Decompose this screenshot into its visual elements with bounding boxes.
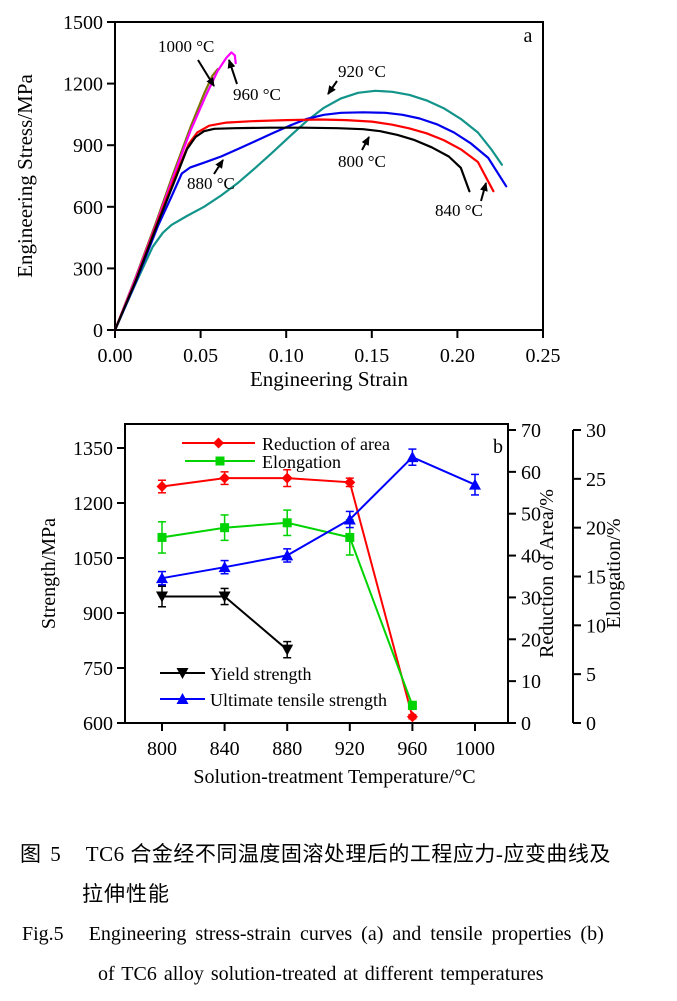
svg-text:30: 30 [586, 420, 606, 442]
svg-text:1050: 1050 [73, 548, 113, 570]
caption-zh-text: TC6 合金经不同温度固溶处理后的工程应力-应变曲线及 [85, 842, 611, 866]
curve-880C [113, 111, 508, 332]
svg-text:40: 40 [521, 546, 541, 568]
svg-text:0: 0 [521, 713, 531, 735]
svg-text:300: 300 [73, 258, 103, 280]
chart-b-xlabel: Solution-treatment Temperature/°C [193, 766, 475, 788]
curve-920C [113, 89, 503, 332]
svg-text:25: 25 [586, 469, 606, 491]
svg-text:880: 880 [272, 738, 302, 760]
svg-text:5: 5 [586, 664, 596, 686]
svg-text:a: a [524, 25, 533, 47]
caption-zh-line2: 拉伸性能 [82, 882, 170, 906]
svg-text:840: 840 [210, 738, 240, 760]
svg-text:0.00: 0.00 [98, 345, 133, 367]
legend-label: Reduction of area [262, 434, 390, 454]
svg-text:920: 920 [335, 738, 365, 760]
svg-text:900: 900 [83, 603, 113, 625]
svg-text:960: 960 [397, 738, 427, 760]
svg-text:0.20: 0.20 [440, 345, 475, 367]
svg-text:1000 °C: 1000 °C [158, 37, 214, 56]
legend-label: Elongation [262, 452, 341, 472]
caption-zh-tag: 图 5 [20, 842, 63, 866]
caption-en-tag: Fig.5 [22, 923, 64, 945]
svg-text:50: 50 [521, 504, 541, 526]
svg-text:0.25: 0.25 [526, 345, 561, 367]
chart-b-ylabel-right2: Elongation/% [603, 519, 625, 629]
chart-b-ylabel-left: Strength/MPa [38, 518, 60, 629]
caption-en-line2: of TC6 alloy solution-treated at differe… [98, 963, 544, 985]
stress-strain-chart: 0 300 600 900 1200 1500 0.00 0.05 0.10 0.15 0.20 0.… [13, 12, 561, 391]
svg-text:10: 10 [586, 615, 606, 637]
svg-text:20: 20 [586, 518, 606, 540]
caption-zh-line1: 图 5 TC6 合金经不同温度固溶处理后的工程应力-应变曲线及 [20, 838, 611, 868]
legend-label: Yield strength [210, 664, 312, 684]
svg-text:1350: 1350 [73, 438, 113, 460]
svg-text:880 °C: 880 °C [187, 174, 235, 193]
svg-text:0.10: 0.10 [269, 345, 304, 367]
svg-text:30: 30 [521, 587, 541, 609]
chart-a-ylabel: Engineering Stress/MPa [13, 74, 37, 278]
svg-text:0: 0 [93, 320, 103, 342]
svg-text:1500: 1500 [63, 12, 103, 34]
svg-text:0.05: 0.05 [183, 345, 218, 367]
tensile-properties-chart: 600 750 900 1050 1200 1350 0 10 20 30 40 50 60 70 0 5 10… [38, 420, 625, 788]
svg-text:0.15: 0.15 [354, 345, 389, 367]
svg-text:900: 900 [73, 135, 103, 157]
svg-text:70: 70 [521, 420, 541, 442]
svg-text:10: 10 [521, 671, 541, 693]
svg-text:20: 20 [521, 629, 541, 651]
svg-text:840 °C: 840 °C [435, 201, 483, 220]
svg-text:800 °C: 800 °C [338, 152, 386, 171]
svg-text:1000: 1000 [455, 738, 495, 760]
chart-a-xlabel: Engineering Strain [250, 367, 409, 391]
svg-text:600: 600 [83, 713, 113, 735]
svg-text:1200: 1200 [73, 493, 113, 515]
legend-label: Ultimate tensile strength [210, 690, 387, 710]
svg-text:600: 600 [73, 197, 103, 219]
svg-text:60: 60 [521, 462, 541, 484]
svg-text:b: b [493, 436, 503, 458]
caption-en-text: Engineering stress-strain curves (a) and… [88, 923, 604, 945]
svg-text:960 °C: 960 °C [233, 85, 281, 104]
svg-text:800: 800 [147, 738, 177, 760]
svg-text:1200: 1200 [63, 74, 103, 96]
svg-text:750: 750 [83, 658, 113, 680]
svg-text:920 °C: 920 °C [338, 62, 386, 81]
svg-text:15: 15 [586, 567, 606, 589]
svg-text:0: 0 [586, 713, 596, 735]
caption-en-line1: Fig.5 Engineering stress-strain curves (a… [22, 923, 604, 946]
curve-800C [113, 126, 471, 332]
chart-b-ylabel-right1: Reduction of Area/% [536, 489, 558, 658]
